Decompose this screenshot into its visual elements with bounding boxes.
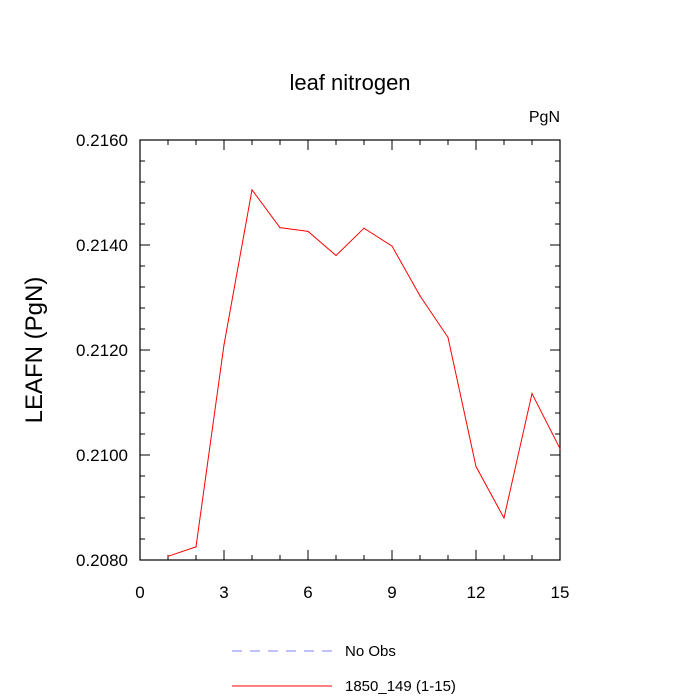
x-tick-label: 6 [303,583,312,602]
y-tick-label: 0.2120 [76,341,128,360]
x-tick-label: 0 [135,583,144,602]
x-tick-label: 3 [219,583,228,602]
y-tick-label: 0.2160 [76,131,128,150]
units-label: PgN [529,109,560,126]
axis-ticks [139,139,561,561]
data-point [307,230,309,232]
legend: No Obs 1850_149 (1-15) [232,643,456,695]
legend-label: 1850_149 (1-15) [345,678,456,695]
data-point [251,189,253,191]
data-point [503,517,505,519]
data-point [363,227,365,229]
y-axis-label: LEAFN (PgN) [21,277,48,424]
data-point [419,295,421,297]
y-tick-label: 0.2100 [76,446,128,465]
data-point [559,448,561,450]
data-point [223,344,225,346]
y-tick-label: 0.2080 [76,551,128,570]
series-line-1 [167,188,561,557]
data-point [391,245,393,247]
x-tick-label: 12 [467,583,486,602]
data-point [475,465,477,468]
data-point [167,555,169,557]
series-layer [167,188,561,557]
data-point [195,546,197,548]
data-point [531,392,533,395]
y-tick-label: 0.2140 [76,236,128,255]
data-point [279,227,281,229]
tick-labels: 0 3 6 9 12 15 0.2080 0.2100 0.2120 0.2140 0.2160 [76,131,569,602]
x-tick-label: 15 [551,583,570,602]
data-point [447,336,449,338]
chart-title: leaf nitrogen [289,70,410,95]
legend-label: No Obs [345,643,396,660]
data-point [335,254,337,257]
x-tick-label: 9 [387,583,396,602]
